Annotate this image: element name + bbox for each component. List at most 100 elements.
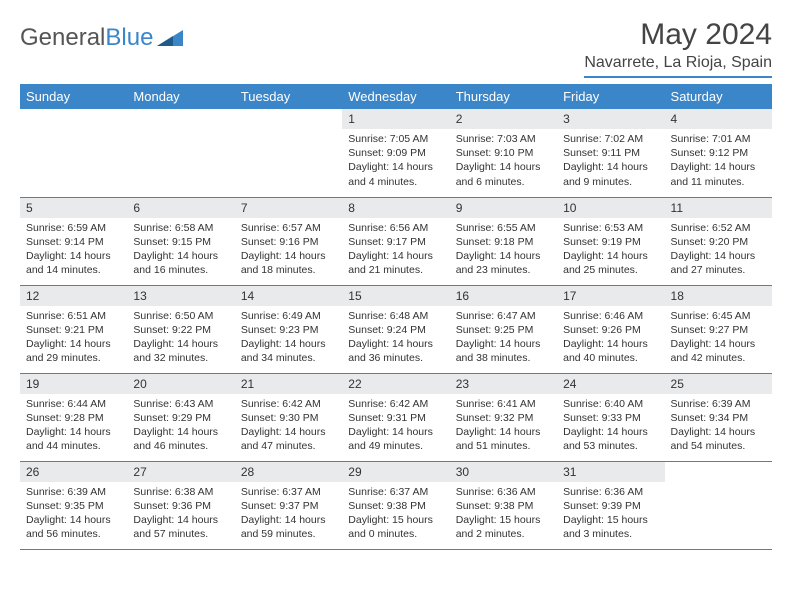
calendar-day-cell: 18Sunrise: 6:45 AMSunset: 9:27 PMDayligh…: [665, 285, 772, 373]
day-content: Sunrise: 6:48 AMSunset: 9:24 PMDaylight:…: [342, 306, 449, 371]
daylight-text: Daylight: 14 hours and 59 minutes.: [241, 513, 336, 541]
day-number: [665, 462, 772, 482]
daylight-text: Daylight: 14 hours and 11 minutes.: [671, 160, 766, 188]
day-content: Sunrise: 6:42 AMSunset: 9:31 PMDaylight:…: [342, 394, 449, 459]
calendar-day-cell: 24Sunrise: 6:40 AMSunset: 9:33 PMDayligh…: [557, 373, 664, 461]
day-content: Sunrise: 6:59 AMSunset: 9:14 PMDaylight:…: [20, 218, 127, 283]
calendar-day-cell: 21Sunrise: 6:42 AMSunset: 9:30 PMDayligh…: [235, 373, 342, 461]
daylight-text: Daylight: 14 hours and 57 minutes.: [133, 513, 228, 541]
sunrise-text: Sunrise: 6:46 AM: [563, 309, 658, 323]
sunset-text: Sunset: 9:21 PM: [26, 323, 121, 337]
day-content: Sunrise: 6:53 AMSunset: 9:19 PMDaylight:…: [557, 218, 664, 283]
day-number: 10: [557, 198, 664, 218]
sunset-text: Sunset: 9:27 PM: [671, 323, 766, 337]
calendar-day-cell: 16Sunrise: 6:47 AMSunset: 9:25 PMDayligh…: [450, 285, 557, 373]
sunrise-text: Sunrise: 6:50 AM: [133, 309, 228, 323]
sunset-text: Sunset: 9:15 PM: [133, 235, 228, 249]
day-number: 21: [235, 374, 342, 394]
day-number: 19: [20, 374, 127, 394]
daylight-text: Daylight: 14 hours and 54 minutes.: [671, 425, 766, 453]
sunrise-text: Sunrise: 6:53 AM: [563, 221, 658, 235]
weekday-header: Tuesday: [235, 84, 342, 109]
weekday-header: Wednesday: [342, 84, 449, 109]
day-content: Sunrise: 6:57 AMSunset: 9:16 PMDaylight:…: [235, 218, 342, 283]
calendar-day-cell: 12Sunrise: 6:51 AMSunset: 9:21 PMDayligh…: [20, 285, 127, 373]
day-number: 18: [665, 286, 772, 306]
sunrise-text: Sunrise: 6:45 AM: [671, 309, 766, 323]
day-content: Sunrise: 6:51 AMSunset: 9:21 PMDaylight:…: [20, 306, 127, 371]
daylight-text: Daylight: 14 hours and 56 minutes.: [26, 513, 121, 541]
sunset-text: Sunset: 9:32 PM: [456, 411, 551, 425]
sunrise-text: Sunrise: 6:48 AM: [348, 309, 443, 323]
calendar-day-cell: 8Sunrise: 6:56 AMSunset: 9:17 PMDaylight…: [342, 197, 449, 285]
day-number: [127, 109, 234, 129]
day-number: 22: [342, 374, 449, 394]
calendar-day-cell: 6Sunrise: 6:58 AMSunset: 9:15 PMDaylight…: [127, 197, 234, 285]
daylight-text: Daylight: 14 hours and 23 minutes.: [456, 249, 551, 277]
calendar-day-cell: 13Sunrise: 6:50 AMSunset: 9:22 PMDayligh…: [127, 285, 234, 373]
day-number: 11: [665, 198, 772, 218]
sunrise-text: Sunrise: 6:38 AM: [133, 485, 228, 499]
sunrise-text: Sunrise: 6:41 AM: [456, 397, 551, 411]
calendar-day-cell: 25Sunrise: 6:39 AMSunset: 9:34 PMDayligh…: [665, 373, 772, 461]
sunrise-text: Sunrise: 6:56 AM: [348, 221, 443, 235]
calendar-day-cell: 28Sunrise: 6:37 AMSunset: 9:37 PMDayligh…: [235, 461, 342, 549]
day-content: Sunrise: 7:01 AMSunset: 9:12 PMDaylight:…: [665, 129, 772, 194]
day-content: Sunrise: 6:47 AMSunset: 9:25 PMDaylight:…: [450, 306, 557, 371]
sunset-text: Sunset: 9:34 PM: [671, 411, 766, 425]
day-number: 4: [665, 109, 772, 129]
calendar-table: SundayMondayTuesdayWednesdayThursdayFrid…: [20, 84, 772, 550]
logo-text-2: Blue: [105, 24, 153, 52]
day-content: Sunrise: 6:46 AMSunset: 9:26 PMDaylight:…: [557, 306, 664, 371]
sunrise-text: Sunrise: 6:59 AM: [26, 221, 121, 235]
day-number: 12: [20, 286, 127, 306]
day-number: 30: [450, 462, 557, 482]
daylight-text: Daylight: 14 hours and 49 minutes.: [348, 425, 443, 453]
weekday-header: Sunday: [20, 84, 127, 109]
daylight-text: Daylight: 14 hours and 21 minutes.: [348, 249, 443, 277]
day-content: Sunrise: 6:36 AMSunset: 9:39 PMDaylight:…: [557, 482, 664, 547]
sunrise-text: Sunrise: 6:47 AM: [456, 309, 551, 323]
day-number: 24: [557, 374, 664, 394]
day-number: 2: [450, 109, 557, 129]
daylight-text: Daylight: 14 hours and 44 minutes.: [26, 425, 121, 453]
logo-triangle-icon: [157, 28, 183, 48]
header: GeneralBlue May 2024 Navarrete, La Rioja…: [20, 18, 772, 78]
sunset-text: Sunset: 9:22 PM: [133, 323, 228, 337]
day-content: Sunrise: 6:37 AMSunset: 9:38 PMDaylight:…: [342, 482, 449, 547]
daylight-text: Daylight: 14 hours and 34 minutes.: [241, 337, 336, 365]
calendar-day-cell: 3Sunrise: 7:02 AMSunset: 9:11 PMDaylight…: [557, 109, 664, 197]
weekday-header: Thursday: [450, 84, 557, 109]
day-number: 9: [450, 198, 557, 218]
day-content: Sunrise: 6:43 AMSunset: 9:29 PMDaylight:…: [127, 394, 234, 459]
calendar-day-cell: 23Sunrise: 6:41 AMSunset: 9:32 PMDayligh…: [450, 373, 557, 461]
sunset-text: Sunset: 9:31 PM: [348, 411, 443, 425]
day-content: Sunrise: 6:38 AMSunset: 9:36 PMDaylight:…: [127, 482, 234, 547]
sunset-text: Sunset: 9:19 PM: [563, 235, 658, 249]
sunset-text: Sunset: 9:33 PM: [563, 411, 658, 425]
sunrise-text: Sunrise: 6:40 AM: [563, 397, 658, 411]
sunset-text: Sunset: 9:09 PM: [348, 146, 443, 160]
calendar-day-cell: 4Sunrise: 7:01 AMSunset: 9:12 PMDaylight…: [665, 109, 772, 197]
sunset-text: Sunset: 9:23 PM: [241, 323, 336, 337]
calendar-week-row: 19Sunrise: 6:44 AMSunset: 9:28 PMDayligh…: [20, 373, 772, 461]
sunrise-text: Sunrise: 6:36 AM: [563, 485, 658, 499]
sunrise-text: Sunrise: 6:39 AM: [671, 397, 766, 411]
daylight-text: Daylight: 14 hours and 51 minutes.: [456, 425, 551, 453]
day-content: Sunrise: 7:05 AMSunset: 9:09 PMDaylight:…: [342, 129, 449, 194]
calendar-day-cell: 30Sunrise: 6:36 AMSunset: 9:38 PMDayligh…: [450, 461, 557, 549]
day-number: 1: [342, 109, 449, 129]
day-number: 6: [127, 198, 234, 218]
sunset-text: Sunset: 9:36 PM: [133, 499, 228, 513]
sunset-text: Sunset: 9:26 PM: [563, 323, 658, 337]
day-number: [20, 109, 127, 129]
calendar-day-cell: 27Sunrise: 6:38 AMSunset: 9:36 PMDayligh…: [127, 461, 234, 549]
calendar-day-cell: 2Sunrise: 7:03 AMSunset: 9:10 PMDaylight…: [450, 109, 557, 197]
day-number: 17: [557, 286, 664, 306]
day-number: 29: [342, 462, 449, 482]
calendar-week-row: 12Sunrise: 6:51 AMSunset: 9:21 PMDayligh…: [20, 285, 772, 373]
daylight-text: Daylight: 14 hours and 25 minutes.: [563, 249, 658, 277]
day-number: 15: [342, 286, 449, 306]
calendar-day-cell: 7Sunrise: 6:57 AMSunset: 9:16 PMDaylight…: [235, 197, 342, 285]
day-number: 8: [342, 198, 449, 218]
